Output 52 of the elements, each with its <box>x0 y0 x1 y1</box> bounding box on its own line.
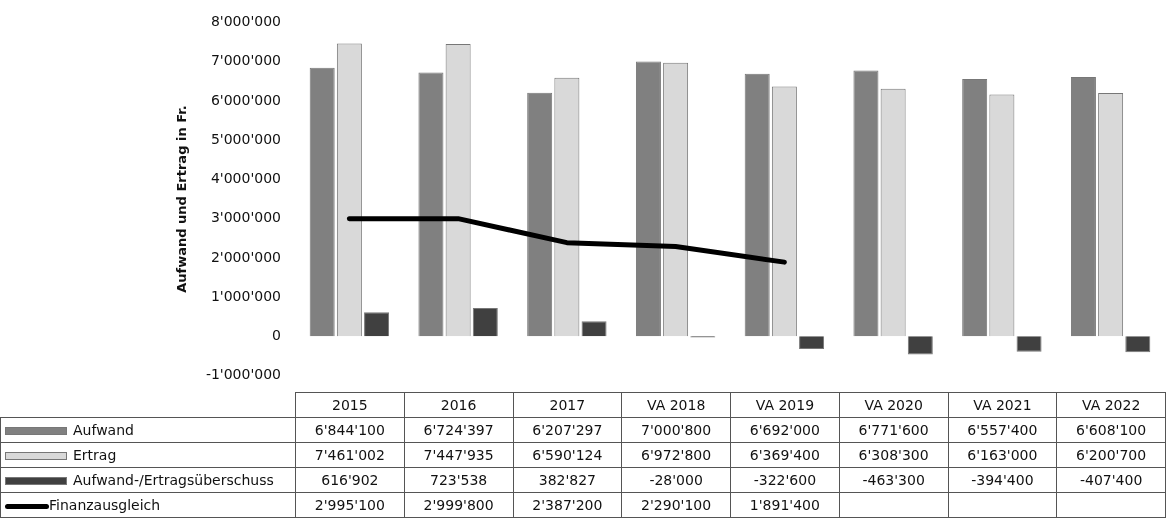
data-label: 6'972'800 <box>621 442 731 468</box>
data-label: 6'308'300 <box>839 442 948 468</box>
data-label: 6'163'000 <box>948 442 1057 468</box>
x-tick-label: 2015 <box>295 392 405 418</box>
data-label: -322'600 <box>730 467 840 493</box>
data-label: 6'608'100 <box>1056 417 1166 443</box>
data-label: 1'891'400 <box>730 492 840 518</box>
y-tick-label: -1'000'000 <box>205 366 281 383</box>
y-axis-title: Aufwand und Ertrag in Fr. <box>174 105 190 293</box>
y-tick-label: 4'000'000 <box>210 170 281 187</box>
y-tick-label: 2'000'000 <box>210 248 281 265</box>
data-label: 382'827 <box>513 467 622 493</box>
data-label: 6'771'600 <box>839 417 948 443</box>
data-label: 6'590'124 <box>513 442 622 468</box>
legend-label: Aufwand-/Ertragsüberschuss <box>73 472 274 488</box>
data-label: 723'538 <box>404 467 513 493</box>
y-tick-label: 1'000'000 <box>210 287 281 304</box>
x-tick-label: 2017 <box>513 392 622 418</box>
data-label: 2'290'100 <box>621 492 731 518</box>
x-tick-label: VA 2018 <box>621 392 731 418</box>
x-tick-label: 2016 <box>404 392 513 418</box>
data-label: 616'902 <box>295 467 405 493</box>
data-label: 6'557'400 <box>948 417 1057 443</box>
data-label: 2'995'100 <box>295 492 405 518</box>
y-tick-label: 0 <box>272 327 281 343</box>
x-tick-label: VA 2021 <box>948 392 1057 418</box>
legend-label: Ertrag <box>73 447 117 463</box>
data-label: -407'400 <box>1056 467 1166 493</box>
y-tick-label: 3'000'000 <box>210 209 281 226</box>
data-label: 7'000'800 <box>621 417 731 443</box>
data-label: 6'207'297 <box>513 417 622 443</box>
data-label: -394'400 <box>948 467 1057 493</box>
y-tick-label: 8'000'000 <box>210 13 281 30</box>
x-tick-label: VA 2020 <box>839 392 948 418</box>
x-tick-label: VA 2019 <box>730 392 840 418</box>
x-tick-label: VA 2022 <box>1056 392 1166 418</box>
data-label: 7'461'002 <box>295 442 405 468</box>
data-label: -463'300 <box>839 467 948 493</box>
data-label: -28'000 <box>621 467 731 493</box>
y-tick-label: 7'000'000 <box>210 52 281 69</box>
data-label: 6'724'397 <box>404 417 513 443</box>
data-label: 6'200'700 <box>1056 442 1166 468</box>
y-tick-label: 6'000'000 <box>210 91 281 108</box>
data-label: 6'844'100 <box>295 417 405 443</box>
legend-label: Aufwand <box>73 422 134 438</box>
y-tick-label: 5'000'000 <box>210 130 281 147</box>
legend-label: Finanzausgleich <box>49 497 161 513</box>
data-label: 6'369'400 <box>730 442 840 468</box>
data-label: 7'447'935 <box>404 442 513 468</box>
data-label: 2'999'800 <box>404 492 513 518</box>
data-label: 6'692'000 <box>730 417 840 443</box>
data-label: 2'387'200 <box>513 492 622 518</box>
